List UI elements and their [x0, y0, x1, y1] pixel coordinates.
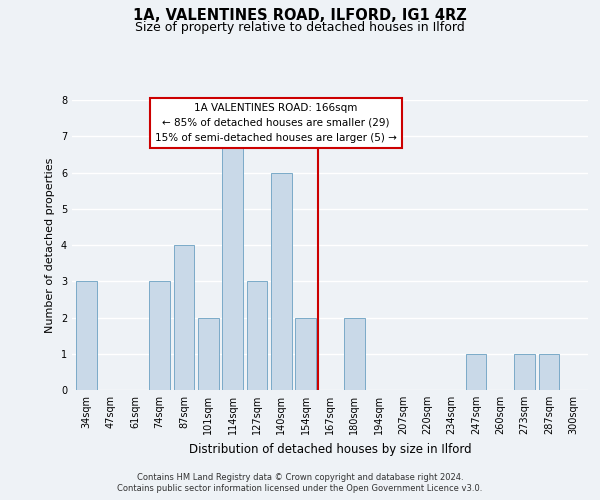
Text: 1A, VALENTINES ROAD, ILFORD, IG1 4RZ: 1A, VALENTINES ROAD, ILFORD, IG1 4RZ: [133, 8, 467, 22]
Bar: [539, 354, 559, 390]
Bar: [271, 172, 292, 390]
Y-axis label: Number of detached properties: Number of detached properties: [46, 158, 55, 332]
Bar: [198, 318, 218, 390]
Bar: [222, 136, 243, 390]
Bar: [149, 281, 170, 390]
Bar: [514, 354, 535, 390]
Text: Contains public sector information licensed under the Open Government Licence v3: Contains public sector information licen…: [118, 484, 482, 493]
Text: Size of property relative to detached houses in Ilford: Size of property relative to detached ho…: [135, 21, 465, 34]
Bar: [295, 318, 316, 390]
Bar: [466, 354, 487, 390]
Bar: [76, 281, 97, 390]
Text: Contains HM Land Registry data © Crown copyright and database right 2024.: Contains HM Land Registry data © Crown c…: [137, 472, 463, 482]
Text: Distribution of detached houses by size in Ilford: Distribution of detached houses by size …: [188, 442, 472, 456]
Text: 1A VALENTINES ROAD: 166sqm
← 85% of detached houses are smaller (29)
15% of semi: 1A VALENTINES ROAD: 166sqm ← 85% of deta…: [155, 103, 397, 142]
Bar: [173, 245, 194, 390]
Bar: [247, 281, 268, 390]
Bar: [344, 318, 365, 390]
